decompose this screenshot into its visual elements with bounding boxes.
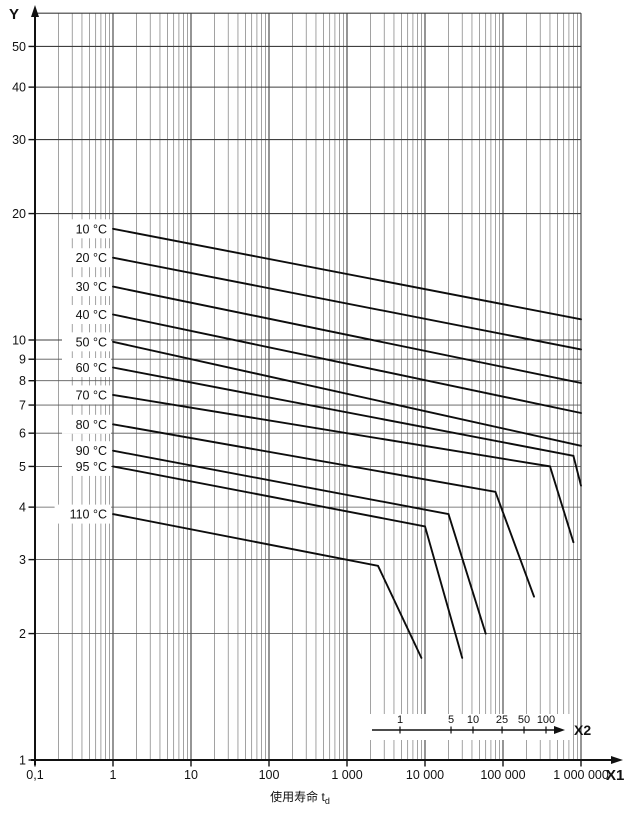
- series-label: 80 °C: [76, 418, 107, 432]
- grid: [35, 12, 582, 760]
- x2-tick-label: 1: [397, 714, 403, 726]
- x2-tick-label: 50: [518, 714, 530, 726]
- y-tick-label: 4: [19, 501, 26, 515]
- x2-tick-label: 25: [496, 714, 508, 726]
- x-tick-label: 100 000: [480, 768, 525, 782]
- y-tick-label: 30: [12, 133, 26, 147]
- x2-tick-label: 10: [467, 714, 479, 726]
- y-tick-label: 10: [12, 334, 26, 348]
- series-label-bg: [62, 441, 111, 461]
- x2-axis-label: X2: [574, 722, 591, 738]
- series-label-bg: [62, 305, 111, 325]
- x-axis-arrow: [611, 756, 623, 764]
- y-tick-label: 7: [19, 399, 26, 413]
- x2-axis-arrow: [554, 726, 565, 734]
- x2-tick-label: 100: [537, 714, 555, 726]
- x-tick-label: 10 000: [406, 768, 444, 782]
- series-label: 10 °C: [76, 222, 107, 236]
- series-label-bg: [62, 332, 111, 352]
- series-label: 110 °C: [70, 508, 107, 522]
- series-label-bg: [62, 277, 111, 297]
- y-tick-label: 9: [19, 353, 26, 367]
- y-tick-label: 8: [19, 374, 26, 388]
- series-label: 50 °C: [76, 335, 107, 349]
- temperature-curves: 10 °C 20 °C 30 °C 40 °C 50 °C 60 °C 70 °C 80 °C…: [54, 219, 582, 659]
- series-label-bg: [62, 248, 111, 268]
- series-line-50c: [112, 340, 582, 447]
- y-tick-label: 5: [19, 460, 26, 474]
- series-line-70c: [112, 393, 575, 544]
- y-tick-label: 20: [12, 207, 26, 221]
- x2-tick-label: 5: [448, 714, 454, 726]
- series-label: 20 °C: [76, 251, 107, 265]
- y-tick-label: 40: [12, 81, 26, 95]
- series-line-20c: [112, 256, 582, 351]
- x-tick-label: 10: [184, 768, 198, 782]
- x-tick-label: 0,1: [26, 768, 43, 782]
- x-tick-label: 1 000: [331, 768, 362, 782]
- y-axis-label: Y: [9, 6, 19, 23]
- series-label-bg: [62, 219, 111, 239]
- series-line-110c: [112, 513, 423, 659]
- y-axis-arrow: [31, 5, 39, 17]
- y-tick-label: 1: [19, 754, 26, 768]
- series-line-95c: [112, 465, 464, 659]
- x-axis-caption: 使用寿命 td: [270, 789, 330, 806]
- y-tick-label: 3: [19, 553, 26, 567]
- series-line-60c: [112, 366, 582, 487]
- y-tick-label: 6: [19, 427, 26, 441]
- x-axis-label: X1: [606, 767, 624, 784]
- series-label: 95 °C: [76, 460, 107, 474]
- series-label: 30 °C: [76, 280, 107, 294]
- series-label: 70 °C: [76, 388, 107, 402]
- x-tick-label: 100: [259, 768, 280, 782]
- x2-axis: 1 5 10 25 50 100 X2: [366, 714, 591, 740]
- series-label-bg: [62, 414, 111, 434]
- series-label: 60 °C: [76, 361, 107, 375]
- series-label: 90 °C: [76, 444, 107, 458]
- series-line-10c: [112, 227, 582, 321]
- series-label-bg: [62, 385, 111, 405]
- series-line-80c: [112, 423, 535, 598]
- series-line-30c: [112, 285, 582, 384]
- series-label-bg: [54, 504, 111, 524]
- series-label-bg: [62, 358, 111, 378]
- y-tick-label: 2: [19, 627, 26, 641]
- x-tick-label: 1: [110, 768, 117, 782]
- series-line-40c: [112, 313, 582, 414]
- series-label-bg: [62, 456, 111, 476]
- series-line-90c: [112, 449, 487, 635]
- series-label: 40 °C: [76, 308, 107, 322]
- y-tick-label: 50: [12, 40, 26, 54]
- x-tick-label: 1 000 000: [553, 768, 609, 782]
